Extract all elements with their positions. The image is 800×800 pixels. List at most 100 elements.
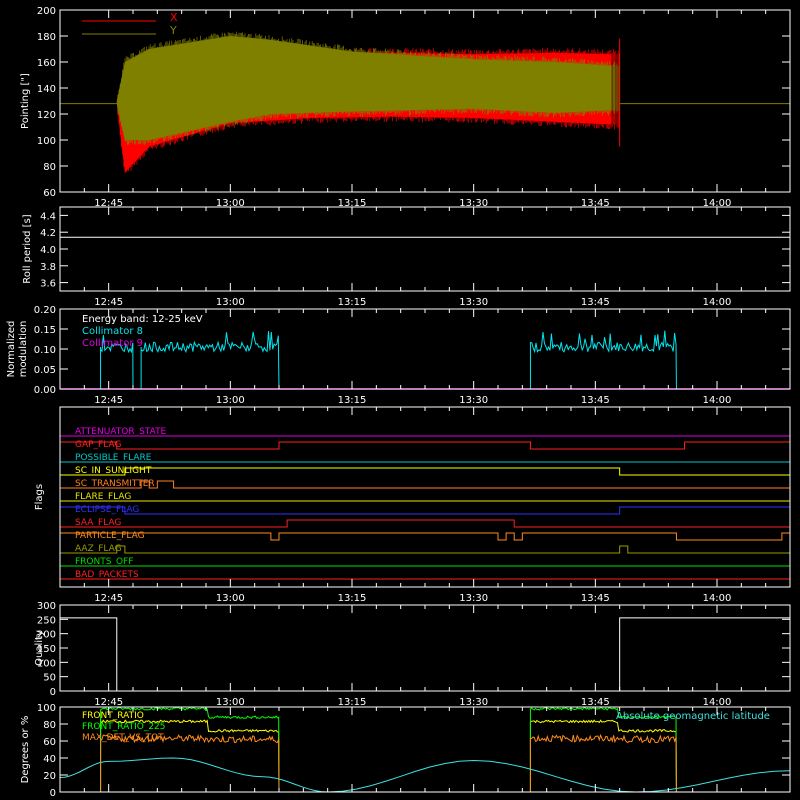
ratios-max-det-vs-tot-segment — [529, 733, 677, 793]
roll-ytick-label: 4.0 — [40, 245, 56, 256]
flag-label-attenuator-state: ATTENUATOR_STATE — [75, 427, 167, 437]
pointing-ytick-label: 120 — [37, 110, 56, 121]
pointing-ytick-label: 200 — [37, 6, 56, 17]
ratios-legend-front-ratio: FRONT_RATIO — [82, 711, 144, 721]
flags-xtick-label: 13:00 — [216, 593, 245, 604]
roll-xtick-label: 14:00 — [703, 297, 732, 308]
quality-ytick-label: 0 — [50, 687, 56, 698]
flag-label-gap-flag: GAP_FLAG — [75, 440, 121, 450]
modulation-legend-collimator8: Collimator 8 — [82, 326, 143, 337]
modulation-collimator8-segment — [100, 334, 134, 390]
flag-line-saa-flag — [60, 519, 790, 528]
ratios-ytick-label: 80 — [43, 720, 56, 731]
quality-ytick-label: 300 — [37, 601, 56, 612]
ratios-legend-max-det: MAX_DET_VS_TOT — [82, 733, 164, 743]
ratios-ytick-label: 0 — [50, 788, 56, 799]
flag-label-fronts-off: FRONTS_OFF — [75, 557, 133, 567]
flags-xtick-label: 13:30 — [459, 593, 488, 604]
flags-ylabel: Flags — [34, 484, 45, 510]
pointing-xtick-label: 12:45 — [94, 198, 123, 209]
flag-line-particle-flag — [60, 532, 790, 541]
flag-label-aaz-flag: AAZ_FLAG — [75, 544, 122, 554]
pointing-xtick-label: 13:00 — [216, 198, 245, 209]
modulation-ytick-label: 0.05 — [34, 365, 56, 376]
quality-ytick-label: 200 — [37, 630, 56, 641]
modulation-annotation: Energy band: 12-25 keV — [82, 314, 203, 325]
modulation-xtick-label: 13:00 — [216, 395, 245, 406]
quality-xtick-label: 13:15 — [338, 697, 367, 708]
ratios-legend-geomag: Absolute geomagnetic latitude — [616, 711, 770, 722]
pointing-xtick-label: 14:00 — [703, 198, 732, 209]
flags-xtick-label: 12:45 — [94, 593, 123, 604]
flags-xtick-label: 14:00 — [703, 593, 732, 604]
ratios-ytick-label: 40 — [43, 754, 56, 765]
flag-label-bad-packets: BAD_PACKETS — [75, 570, 139, 580]
quality-series-line — [60, 617, 790, 692]
quality-xtick-label: 13:00 — [216, 697, 245, 708]
pointing-xtick-label: 13:45 — [581, 198, 610, 209]
pointing-ytick-label: 100 — [37, 136, 56, 147]
modulation-ytick-label: 0.00 — [34, 385, 56, 396]
pointing-noise-y — [117, 31, 620, 145]
modulation-ylabel-line2: modulation — [18, 321, 29, 378]
ratios-geomagnetic-latitude-line — [59, 757, 791, 793]
roll-ytick-label: 4.4 — [40, 211, 56, 222]
flags-xtick-label: 13:15 — [338, 593, 367, 604]
quality-ytick-label: 250 — [37, 615, 56, 626]
quality-ytick-label: 50 — [43, 673, 56, 684]
roll-xtick-label: 13:30 — [459, 297, 488, 308]
ratios-ytick-label: 100 — [37, 703, 56, 714]
ratios-max-det-vs-tot-segment — [100, 733, 280, 793]
roll-xtick-label: 12:45 — [94, 297, 123, 308]
pointing-xtick-label: 13:30 — [459, 198, 488, 209]
flag-line-gap-flag — [60, 441, 790, 450]
modulation-xtick-label: 14:00 — [703, 395, 732, 406]
roll-ytick-label: 3.8 — [40, 262, 56, 273]
quality-xtick-label: 14:00 — [703, 697, 732, 708]
flag-line-sc-in-sunlight — [60, 467, 790, 476]
pointing-xtick-label: 13:15 — [338, 198, 367, 209]
ratios-front-ratio-segment — [529, 719, 677, 793]
modulation-ytick-label: 0.15 — [34, 325, 56, 336]
flag-label-possible-flare: POSSIBLE_FLARE — [75, 453, 152, 463]
modulation-xtick-label: 13:30 — [459, 395, 488, 406]
modulation-ytick-label: 0.20 — [34, 305, 56, 316]
flags-frame — [59, 406, 791, 588]
modulation-xtick-label: 13:45 — [581, 395, 610, 406]
pointing-ytick-label: 180 — [37, 32, 56, 43]
quality-xtick-label: 13:30 — [459, 697, 488, 708]
pointing-ytick-label: 140 — [37, 84, 56, 95]
modulation-xtick-label: 13:15 — [338, 395, 367, 406]
quality-xtick-label: 13:45 — [581, 697, 610, 708]
modulation-collimator8-segment — [140, 331, 280, 390]
quality-xtick-label: 12:45 — [94, 697, 123, 708]
ratios-front-ratio-segment — [100, 719, 280, 793]
flag-line-aaz-flag — [60, 545, 790, 554]
roll-xtick-label: 13:45 — [581, 297, 610, 308]
flag-line-sc-transmitter — [60, 480, 790, 489]
roll-ylabel: Roll period [s] — [22, 214, 33, 283]
ratios-ytick-label: 60 — [43, 737, 56, 748]
modulation-xtick-label: 12:45 — [94, 395, 123, 406]
roll-ytick-label: 3.6 — [40, 279, 56, 290]
ratios-ylabel: Degrees or % — [20, 716, 31, 784]
pointing-ytick-label: 80 — [43, 162, 56, 173]
flag-label-saa-flag: SAA_FLAG — [75, 518, 121, 528]
flag-label-eclipse-flag: ECLIPSE_FLAG — [75, 505, 139, 515]
modulation-legend-collimator9: Collimator 9 — [82, 338, 143, 349]
flag-label-particle-flag: PARTICLE_FLAG — [75, 531, 145, 541]
roll-xtick-label: 13:15 — [338, 297, 367, 308]
roll-frame — [59, 206, 791, 292]
ratios-front-ratio-225-segment — [100, 706, 280, 793]
quality-ylabel: Quality — [34, 630, 45, 666]
flag-label-sc-in-sunlight: SC_IN_SUNLIGHT — [75, 466, 152, 476]
quality-ytick-label: 150 — [37, 644, 56, 655]
ratios-ytick-label: 20 — [43, 771, 56, 782]
roll-ytick-label: 4.2 — [40, 228, 56, 239]
pointing-legend-y: Y — [169, 24, 177, 37]
modulation-ytick-label: 0.10 — [34, 345, 56, 356]
roll-xtick-label: 13:00 — [216, 297, 245, 308]
modulation-collimator8-segment — [529, 330, 677, 390]
modulation-ylabel-line1: Normalized — [6, 321, 17, 378]
